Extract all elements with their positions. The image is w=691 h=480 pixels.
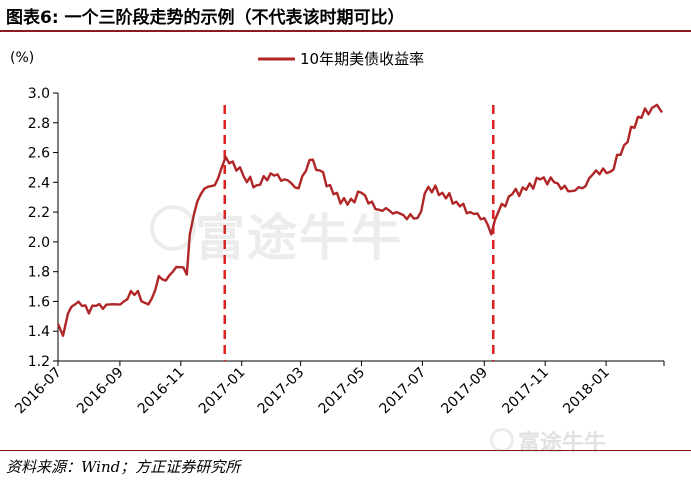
x-tick-label: 2016-07: [12, 365, 65, 418]
y-axis: 1.2 1.4 1.6 1.8 2.0 2.2 2.4 2.6 2.8 3.0: [28, 86, 59, 370]
x-tick-label: 2016-11: [135, 365, 188, 418]
x-tick-label: 2017-01: [196, 365, 249, 418]
x-tick-label: 2018-01: [560, 365, 613, 418]
series-group: [56, 103, 663, 337]
watermark-small-logo-icon: [490, 428, 514, 452]
y-axis-label: (%): [10, 50, 34, 66]
y-tick-label: 1.8: [28, 265, 50, 281]
legend: 10年期美债收益率: [258, 50, 424, 68]
y-tick-label: 2.8: [28, 116, 50, 132]
x-tick-label: 2016-09: [74, 365, 127, 418]
source-note: 资料来源：Wind；方正证券研究所: [6, 458, 241, 476]
y-tick-label: 3.0: [28, 86, 50, 102]
y-tick-label: 2.2: [28, 205, 50, 221]
chart: 1.21.41.61.82.02.22.42.62.83.0 2016-07 20…: [10, 50, 665, 418]
x-tick-label: 2017-09: [438, 365, 491, 418]
x-tick-label: 2017-11: [499, 365, 552, 418]
x-tick-label: 2017-03: [255, 365, 308, 418]
legend-label: 10年期美债收益率: [300, 50, 424, 68]
x-tick-label: 2017-05: [316, 365, 369, 418]
x-axis: 2016-07 2016-09 2016-11 2017-01 2017-03 2017-…: [12, 360, 665, 418]
y-tick-label: 1.6: [28, 294, 50, 310]
annotation-lines: [223, 105, 495, 361]
y-tick-label: 1.4: [28, 324, 50, 340]
series-line: [56, 103, 663, 337]
y-tick-label: 2.6: [28, 146, 50, 162]
y-tick-label: 1.2: [28, 354, 50, 370]
source-divider: [0, 450, 691, 451]
title-divider: [0, 30, 691, 32]
y-tick-label: 2.4: [28, 175, 50, 191]
watermark-logo-icon: [150, 205, 196, 251]
y-tick-label: 2.0: [28, 235, 50, 251]
x-tick-label: 2017-07: [377, 365, 430, 418]
page-title: 图表6: 一个三阶段走势的示例（不代表该时期可比）: [6, 8, 405, 28]
